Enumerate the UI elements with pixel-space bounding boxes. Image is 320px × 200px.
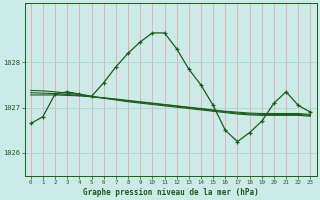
X-axis label: Graphe pression niveau de la mer (hPa): Graphe pression niveau de la mer (hPa)	[83, 188, 259, 197]
